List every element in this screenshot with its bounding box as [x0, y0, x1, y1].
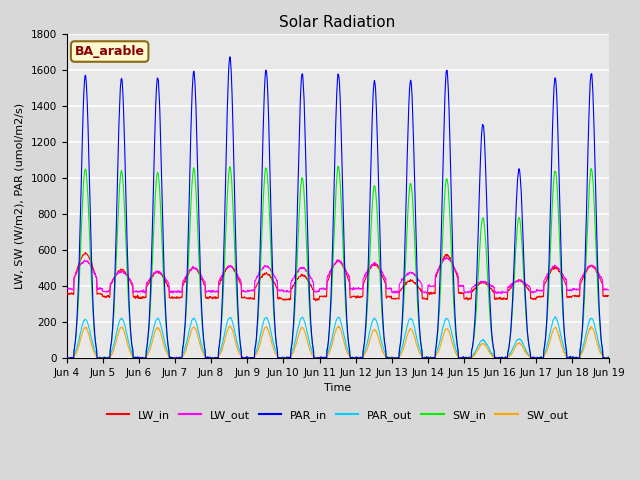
Y-axis label: LW, SW (W/m2), PAR (umol/m2/s): LW, SW (W/m2), PAR (umol/m2/s)	[15, 103, 25, 289]
X-axis label: Time: Time	[324, 383, 351, 393]
Text: BA_arable: BA_arable	[75, 45, 145, 58]
Title: Solar Radiation: Solar Radiation	[280, 15, 396, 30]
Legend: LW_in, LW_out, PAR_in, PAR_out, SW_in, SW_out: LW_in, LW_out, PAR_in, PAR_out, SW_in, S…	[102, 406, 573, 425]
